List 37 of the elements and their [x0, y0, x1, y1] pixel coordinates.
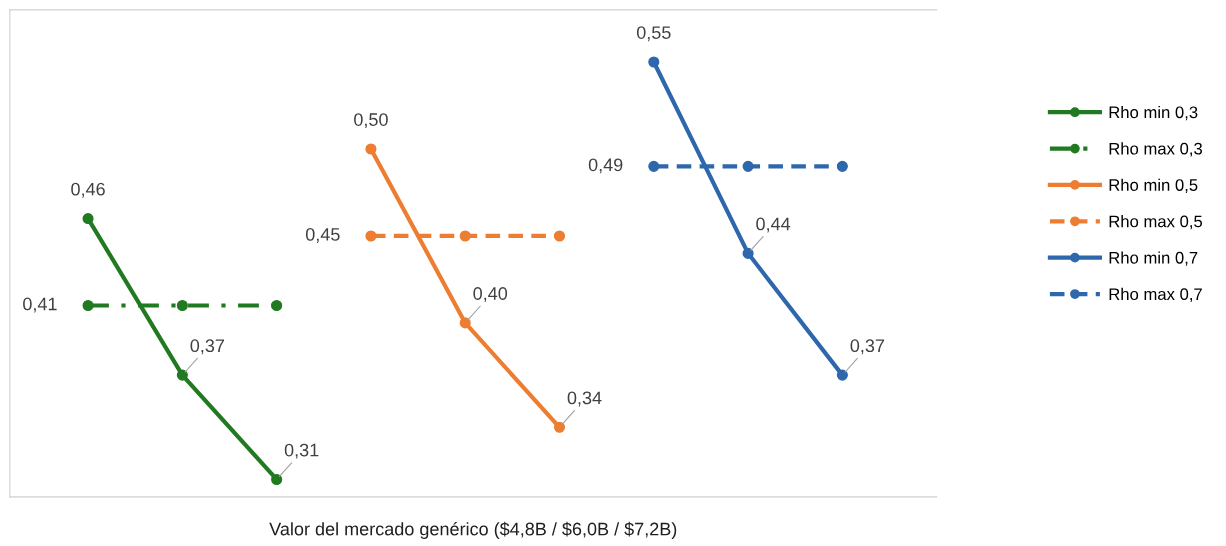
- data-label: 0,37: [850, 339, 885, 355]
- point: [648, 160, 660, 172]
- point: [742, 160, 754, 172]
- data-label: 0,46: [71, 182, 105, 198]
- legend-label: Rho max 0,3: [1109, 142, 1203, 157]
- legend-label: Rho max 0,5: [1109, 215, 1203, 230]
- data-label: 0,34: [567, 391, 602, 407]
- data-label: 0,44: [756, 217, 791, 233]
- legend-label: Rho min 0,5: [1109, 178, 1198, 193]
- data-label: 0,55: [636, 26, 671, 42]
- point: [82, 299, 94, 312]
- legend-label: Rho max 0,7: [1109, 287, 1202, 303]
- data-label: 0,31: [284, 443, 319, 459]
- data-label: 0,49: [588, 158, 623, 174]
- point: [742, 247, 754, 259]
- point: [553, 421, 566, 433]
- point: [365, 143, 377, 155]
- point: [176, 299, 188, 312]
- point: [553, 230, 566, 242]
- point: [365, 230, 377, 242]
- data-label: 0,40: [473, 287, 508, 303]
- point: [459, 317, 471, 329]
- point: [82, 212, 94, 225]
- data-label: 0,50: [354, 113, 388, 129]
- x-axis-title: Valor del mercado genérico ($4,8B / $6,0B / $7,2B): [269, 521, 677, 539]
- point: [459, 230, 471, 242]
- point: [836, 369, 848, 381]
- point: [648, 56, 660, 68]
- point: [176, 369, 188, 381]
- point: [271, 473, 283, 486]
- data-label: 0,41: [23, 297, 57, 313]
- data-label: 0,45: [305, 228, 340, 243]
- legend-label: Rho min 0,7: [1109, 251, 1198, 266]
- legend-label: Rho min 0,3: [1109, 105, 1198, 121]
- point: [271, 299, 283, 312]
- data-label: 0,37: [190, 339, 225, 355]
- point: [836, 160, 848, 172]
